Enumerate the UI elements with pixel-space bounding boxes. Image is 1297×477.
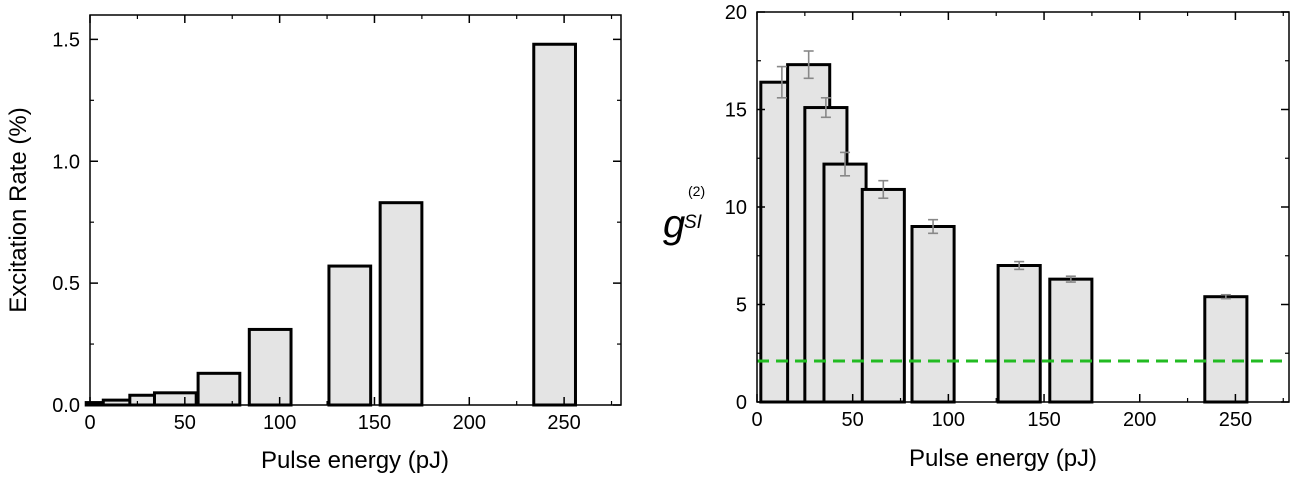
right-x-tick-labels: 0 50 100 150 200 250 (751, 409, 1252, 431)
y-tick-label: 0 (736, 392, 747, 414)
error-bar (820, 97, 831, 119)
right-y-axis-title-sup: (2) (688, 183, 705, 199)
bar (196, 371, 242, 407)
left-chart-panel: 0 50 100 150 200 250 0.0 0.5 1.0 1.5 Pulse energ… (5, 14, 622, 474)
x-tick-label: 150 (358, 412, 391, 434)
x-tick-label: 50 (174, 412, 196, 434)
x-tick-label: 250 (547, 412, 580, 434)
right-y-axis-title-main: g (663, 202, 685, 246)
bar (860, 187, 906, 404)
x-tick-label: 100 (932, 409, 965, 431)
y-tick-label: 1.0 (52, 151, 80, 173)
right-chart-panel: 0 50 100 150 200 250 0 5 10 15 20 Pulse energy (p… (663, 2, 1290, 472)
y-tick-label: 0.5 (52, 273, 80, 295)
right-y-axis-title: g (2) SI (663, 183, 705, 246)
right-y-axis-title-sub: SI (684, 212, 703, 233)
y-tick-label: 0.0 (52, 395, 80, 417)
bar (532, 42, 577, 407)
x-tick-label: 250 (1219, 409, 1252, 431)
right-ticks (756, 11, 1289, 403)
y-tick-label: 1.5 (52, 29, 80, 51)
bar (327, 264, 373, 407)
bar (1048, 277, 1094, 404)
error-bar (878, 179, 889, 200)
bar (247, 327, 293, 407)
x-tick-label: 150 (1027, 409, 1060, 431)
error-bar (928, 218, 939, 235)
left-plot-frame (89, 14, 622, 406)
x-tick-label: 200 (1123, 409, 1156, 431)
x-tick-label: 50 (842, 409, 864, 431)
bar (152, 391, 198, 407)
left-y-axis-title: Excitation Rate (%) (5, 107, 32, 312)
right-error-bars (776, 50, 1231, 300)
error-bar (840, 151, 851, 177)
left-bars (84, 42, 577, 407)
y-tick-label: 15 (725, 100, 747, 122)
x-tick-label: 0 (84, 412, 95, 434)
bar (1203, 295, 1249, 404)
left-ticks (89, 15, 621, 406)
error-bar (1065, 275, 1076, 283)
right-x-axis-title: Pulse energy (pJ) (909, 445, 1097, 472)
x-tick-label: 200 (453, 412, 486, 434)
right-bars (759, 63, 1249, 404)
error-bar (776, 65, 787, 99)
error-bar (1014, 260, 1025, 271)
x-tick-label: 100 (263, 412, 296, 434)
bar (910, 225, 956, 404)
y-tick-label: 5 (736, 295, 747, 317)
left-x-axis-title: Pulse energy (pJ) (261, 447, 449, 474)
right-y-tick-labels: 0 5 10 15 20 (725, 2, 747, 414)
y-tick-label: 20 (725, 2, 747, 24)
bar (822, 162, 868, 404)
bar (378, 201, 424, 407)
bar (996, 264, 1042, 404)
x-tick-label: 0 (751, 409, 762, 431)
error-bar (803, 50, 814, 80)
left-y-tick-labels: 0.0 0.5 1.0 1.5 (52, 29, 80, 417)
error-bar (1220, 293, 1231, 300)
y-tick-label: 10 (725, 197, 747, 219)
left-x-tick-labels: 0 50 100 150 200 250 (84, 412, 580, 434)
